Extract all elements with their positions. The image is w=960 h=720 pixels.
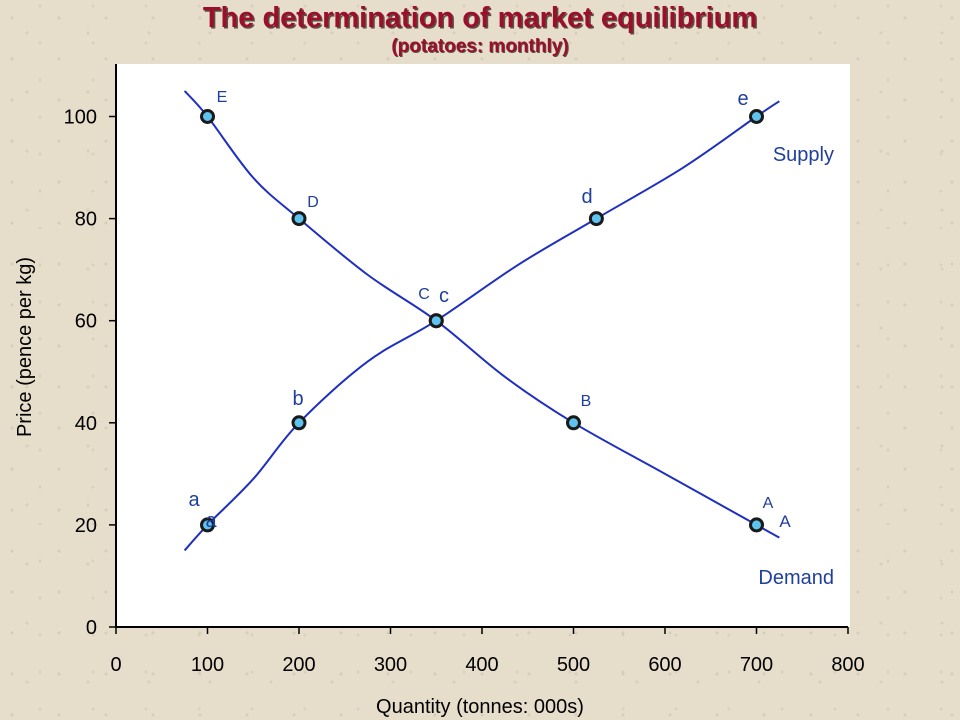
y-tick-label: 40	[75, 413, 97, 435]
y-tick-label: 0	[86, 617, 97, 639]
x-tick-label: 500	[557, 654, 590, 676]
ticks: 0 100 200 300 400 500 600 700 800 0 20 40 60 80 100	[64, 107, 865, 677]
demand-point-E	[200, 109, 215, 124]
supply-point-label-c: c	[439, 285, 449, 307]
curves	[183, 90, 780, 552]
supply-point-label-e: e	[737, 88, 748, 110]
demand-point-label-E: E	[217, 89, 228, 106]
demand-point-B	[566, 415, 581, 431]
supply-point-e	[749, 109, 764, 124]
supply-point-label-a-extra: a	[205, 510, 217, 532]
demand-curve	[183, 90, 780, 539]
y-tick-label: 80	[75, 209, 97, 231]
demand-point-label-A: A	[763, 495, 774, 512]
demand-point-D	[291, 211, 307, 227]
y-tick-label: 100	[64, 107, 97, 129]
y-tick-label: 20	[75, 515, 97, 537]
demand-series-label: Demand	[758, 567, 834, 589]
x-tick-label: 600	[648, 654, 681, 676]
demand-point-label-D: D	[307, 194, 319, 211]
x-tick-label: 700	[740, 654, 773, 676]
demand-point-label-A-extra: A	[779, 512, 791, 531]
labels: a b c d e E D C B Aa A	[188, 88, 791, 532]
demand-point-label-C: C	[418, 286, 430, 303]
x-tick-label: 200	[282, 654, 315, 676]
supply-point-label-a: a	[188, 489, 200, 511]
supply-series-label: Supply	[773, 144, 834, 166]
supply-point-d	[588, 211, 604, 227]
plot-area	[116, 64, 850, 627]
y-tick-label: 60	[75, 311, 97, 333]
supply-point-b	[291, 415, 307, 431]
x-tick-label: 300	[374, 654, 407, 676]
x-tick-label: 400	[465, 654, 498, 676]
demand-point-C	[428, 313, 444, 329]
supply-curve	[183, 100, 780, 552]
y-axis-label: Price (pence per kg)	[14, 257, 36, 437]
x-axis-label: Quantity (tonnes: 000s)	[376, 696, 584, 718]
demand-point-label-B: B	[581, 393, 592, 410]
demand-point-A	[749, 517, 764, 533]
supply-point-label-d: d	[581, 186, 592, 208]
x-tick-label: 0	[110, 654, 121, 676]
x-tick-label: 100	[191, 654, 224, 676]
chart-subtitle: (potatoes: monthly)	[391, 36, 569, 57]
chart-title: The determination of market equilibrium	[202, 2, 758, 34]
x-tick-label: 800	[831, 654, 864, 676]
supply-point-label-b: b	[292, 388, 303, 410]
supply-point-a	[200, 517, 215, 533]
markers	[200, 109, 764, 533]
